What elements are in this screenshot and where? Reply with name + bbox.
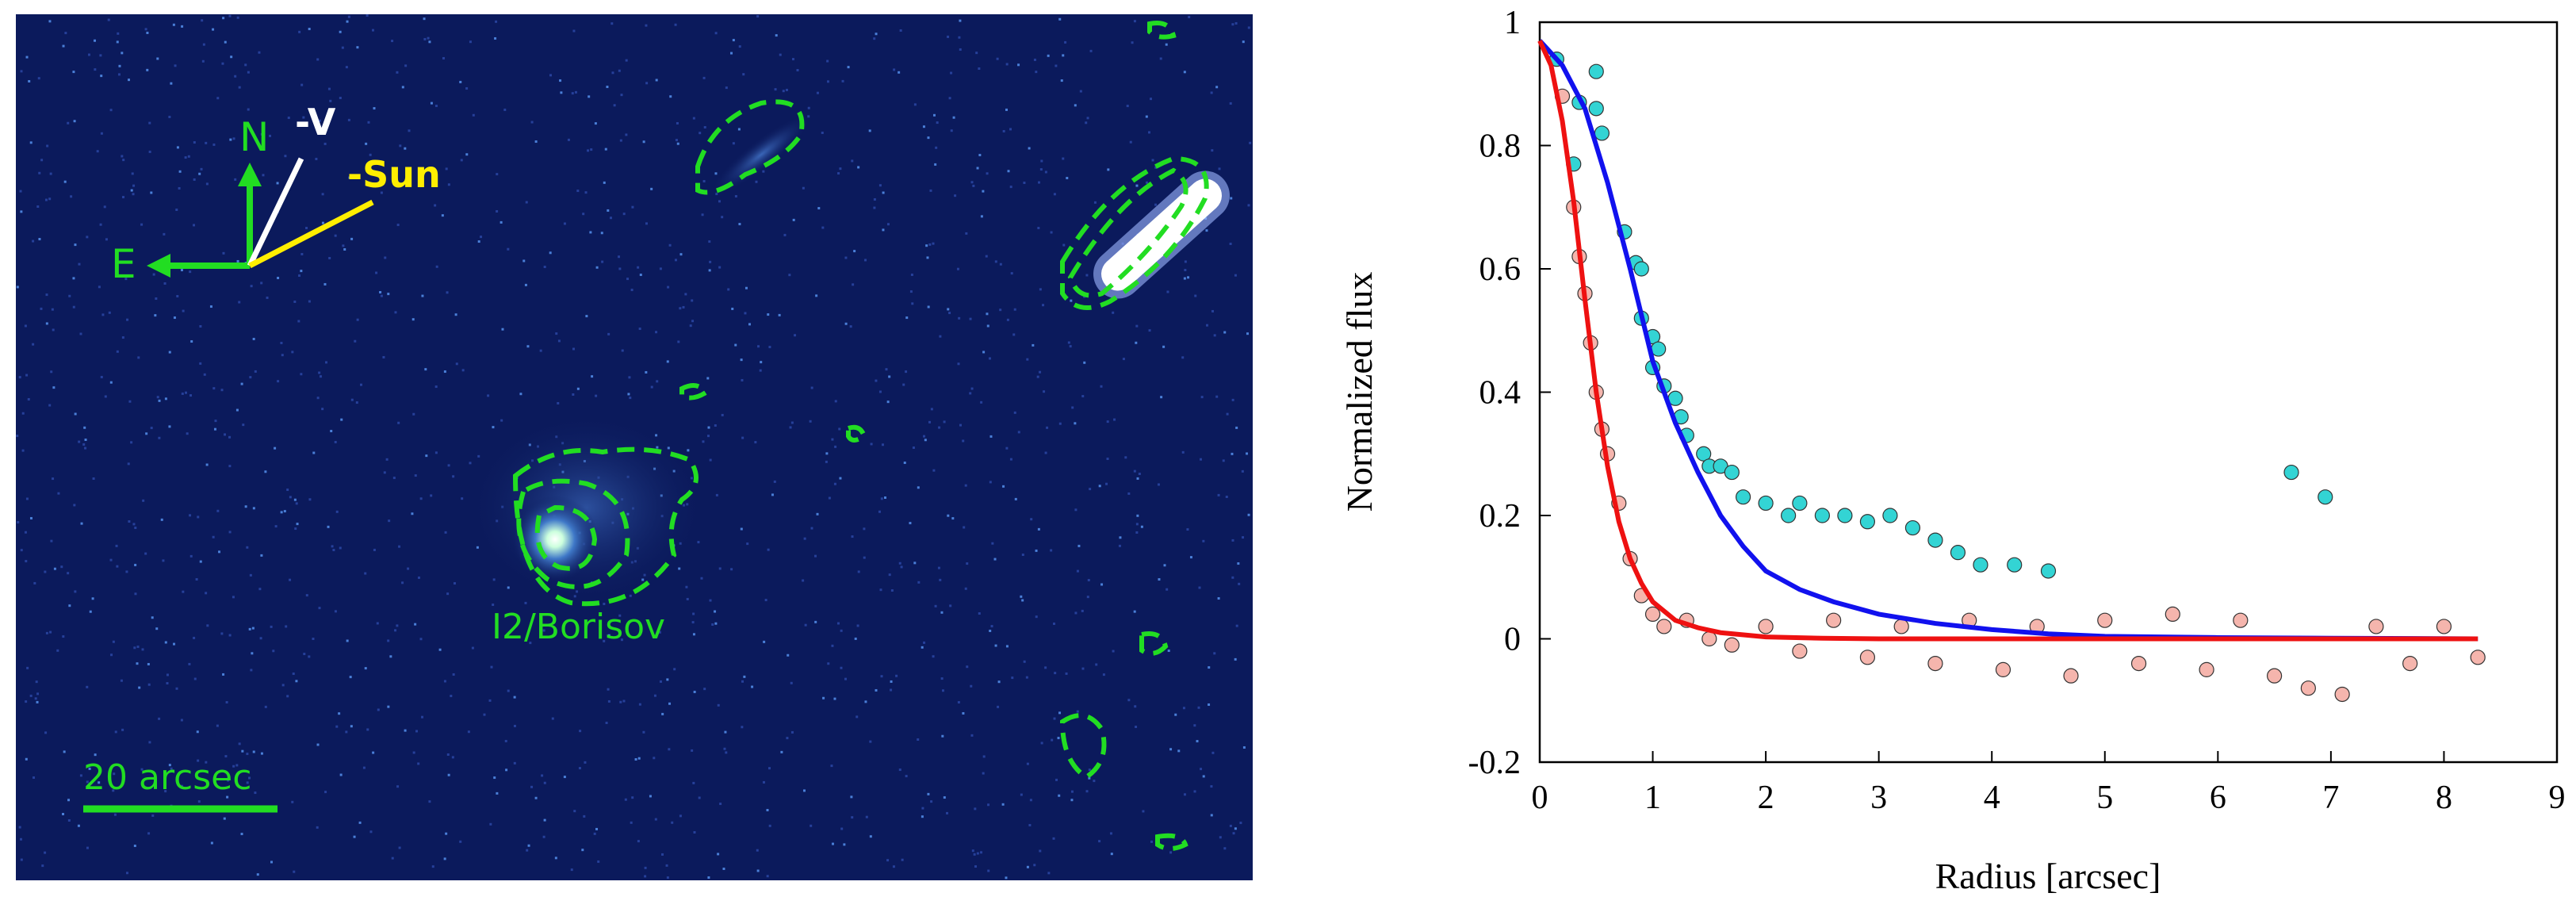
x-tick-label: 9 bbox=[2549, 780, 2566, 816]
comet-data-point bbox=[2007, 557, 2023, 573]
star-data-point bbox=[2334, 686, 2350, 703]
x-tick-label: 1 bbox=[1644, 780, 1661, 816]
sun-line bbox=[248, 199, 374, 269]
star-data-point bbox=[1995, 661, 2011, 677]
star-data-point bbox=[1893, 619, 1909, 634]
comet-data-point bbox=[1973, 557, 1988, 573]
velocity-line bbox=[247, 157, 304, 267]
x-tick-label: 0 bbox=[1532, 780, 1548, 816]
comet-data-point bbox=[1882, 508, 1898, 523]
plot-frame bbox=[1538, 21, 2559, 764]
star-data-point bbox=[2368, 619, 2384, 634]
star-data-point bbox=[2436, 619, 2452, 634]
scale-bar: 20 arcsec bbox=[83, 757, 278, 813]
comet-data-point bbox=[1724, 464, 1740, 481]
star-data-point bbox=[1826, 612, 1842, 628]
comet-data-point bbox=[1588, 63, 1604, 79]
comet-data-point bbox=[1927, 532, 1943, 548]
x-tick-label: 6 bbox=[2210, 780, 2226, 816]
x-tick-label: 7 bbox=[2322, 780, 2339, 816]
comet-data-point bbox=[1792, 495, 1808, 512]
comet-data-point bbox=[1837, 508, 1853, 523]
comet-model-line bbox=[1537, 39, 2478, 642]
y-tick-label: 0 bbox=[1504, 622, 1521, 658]
star-data-point bbox=[2063, 668, 2079, 684]
y-tick-label: 0.6 bbox=[1479, 251, 1521, 288]
comet-data-point bbox=[1651, 341, 1667, 357]
comet-data-point bbox=[1781, 508, 1797, 523]
star-data-point bbox=[2300, 680, 2316, 696]
comet-data-point bbox=[1696, 446, 1712, 462]
east-label: E bbox=[111, 241, 136, 287]
star-data-point bbox=[1758, 619, 1774, 634]
comet-data-point bbox=[1814, 508, 1830, 523]
star-data-point bbox=[1701, 630, 1717, 647]
comet-data-point bbox=[1735, 489, 1751, 505]
comet-data-point bbox=[1758, 495, 1774, 512]
x-tick-label: 3 bbox=[1870, 780, 1887, 816]
faint-streak bbox=[710, 113, 813, 196]
star-model-line bbox=[1537, 40, 2478, 642]
x-tick-label: 2 bbox=[1758, 780, 1774, 816]
x-tick-label: 8 bbox=[2436, 780, 2452, 816]
star-data-point bbox=[2402, 655, 2418, 672]
isophote-contours bbox=[512, 21, 1209, 851]
comet-data-point bbox=[1594, 125, 1610, 141]
star-data-point bbox=[2199, 661, 2214, 677]
x-tick-label: 5 bbox=[2096, 780, 2113, 816]
star-data-point bbox=[2470, 650, 2486, 665]
comet-image: N E -V -Sun I2/Borisov 20 arcsec bbox=[16, 14, 1253, 880]
comet-data-point bbox=[2040, 563, 2057, 579]
series-layer bbox=[1537, 39, 2486, 703]
comet-data-point bbox=[1859, 514, 1876, 530]
velocity-label: -V bbox=[295, 101, 336, 144]
star-data-point bbox=[2233, 612, 2249, 628]
north-label: N bbox=[239, 114, 269, 160]
star-data-point bbox=[2097, 612, 2113, 628]
star-data-point bbox=[1644, 606, 1661, 623]
comet-data-point bbox=[1904, 519, 1921, 536]
x-axis-label: Radius [arcsec] bbox=[1935, 856, 2161, 896]
comet-data-point bbox=[1950, 545, 1966, 561]
y-tick-label: 0.2 bbox=[1479, 498, 1521, 535]
star-data-point bbox=[1656, 619, 1672, 634]
comet-data-point bbox=[1633, 261, 1649, 277]
target-label: I2/Borisov bbox=[492, 607, 665, 647]
scale-label: 20 arcsec bbox=[83, 757, 251, 798]
comet-coma bbox=[468, 412, 706, 603]
y-tick-label: 1 bbox=[1504, 5, 1521, 41]
star-data-point bbox=[2267, 668, 2283, 684]
north-arrowhead bbox=[238, 163, 262, 186]
comet-nucleus bbox=[511, 496, 599, 583]
comet-data-point bbox=[1588, 101, 1604, 117]
star-data-point bbox=[1859, 650, 1876, 665]
y-axis-label: Normalized flux bbox=[1339, 272, 1380, 512]
star-data-point bbox=[1724, 637, 1740, 653]
y-tick-label: 0.4 bbox=[1479, 375, 1521, 412]
sun-label: -Sun bbox=[347, 153, 441, 196]
compass-arrows: N E -V -Sun bbox=[111, 101, 441, 287]
star-data-point bbox=[2165, 606, 2180, 623]
east-arrowhead bbox=[147, 254, 170, 278]
x-tick-label: 4 bbox=[1984, 780, 2000, 816]
star-data-point bbox=[2130, 655, 2147, 672]
ticks-layer: 0 1 2 3 4 5 6 7 8 9 -0.2 0 0.2 0.4 0.6 0.8 1 bbox=[1468, 5, 2566, 816]
y-tick-label: 0.8 bbox=[1479, 128, 1521, 165]
y-tick-label: -0.2 bbox=[1468, 745, 1521, 781]
star-data-point bbox=[1927, 655, 1943, 672]
star-data-point bbox=[1792, 643, 1808, 659]
profile-chart: 0 1 2 3 4 5 6 7 8 9 -0.2 0 0.2 0.4 0.6 0.8 1 Radius [arc… bbox=[1339, 5, 2566, 896]
comet-data-point bbox=[2318, 489, 2333, 505]
profile-chart-panel: 0 1 2 3 4 5 6 7 8 9 -0.2 0 0.2 0.4 0.6 0.8 1 Radius [arc… bbox=[1269, 0, 2576, 912]
comet-image-panel: N E -V -Sun I2/Borisov 20 arcsec bbox=[0, 0, 1269, 912]
comet-data-point bbox=[2283, 464, 2299, 481]
